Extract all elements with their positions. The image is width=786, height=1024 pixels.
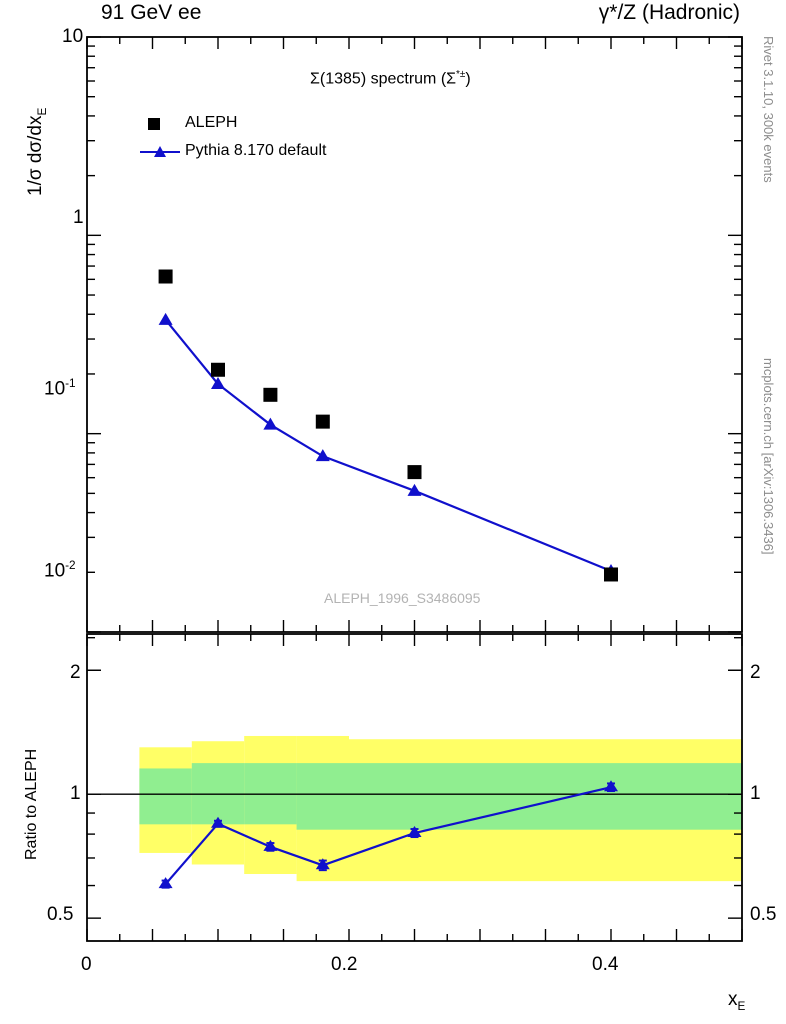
pythia-main-line xyxy=(164,319,612,573)
ratio-band-inner xyxy=(296,763,349,830)
main-ytick-1e-1-mantissa: 10 xyxy=(44,378,66,400)
ratio-band-inner xyxy=(349,763,480,830)
ratio-band-inner xyxy=(139,768,192,825)
pythia-main-marker xyxy=(263,417,278,430)
aleph-main-marker xyxy=(407,465,422,480)
ratio-ytick-2-left: 2 xyxy=(70,662,81,683)
ratio-band-inner xyxy=(480,763,742,830)
aleph-main-marker xyxy=(211,362,225,377)
main-ytick-1e-1: 10-1 xyxy=(44,377,76,400)
ratio-ytick-1-right: 1 xyxy=(750,783,761,804)
main-panel-frame xyxy=(86,36,743,633)
main-plot-title-sup: *± xyxy=(456,69,466,80)
aleph-main-marker xyxy=(315,414,330,429)
xtick-04: 0.4 xyxy=(592,954,619,975)
ratio-line xyxy=(164,786,612,885)
main-plot-title: Σ(1385) spectrum (Σ*±) xyxy=(310,70,471,87)
pythia-main-marker xyxy=(158,312,173,325)
dataset-watermark: ALEPH_1996_S3486095 xyxy=(324,590,481,606)
aleph-main-marker xyxy=(604,567,618,582)
main-plot-title-close: ) xyxy=(465,70,471,88)
ratio-marker xyxy=(158,877,173,889)
main-ytick-1: 1 xyxy=(73,207,84,228)
main-ytick-1e-2-mantissa: 10 xyxy=(44,560,66,582)
header-right-label: γ*/Z (Hadronic) xyxy=(598,1,740,24)
aleph-main-marker xyxy=(158,269,173,284)
xtick-0: 0 xyxy=(81,954,92,975)
ratio-ytick-1-left: 1 xyxy=(70,783,81,804)
legend-label-pythia: Pythia 8.170 default xyxy=(185,142,327,159)
xaxis-label-sub: E xyxy=(737,999,746,1013)
main-ytick-1e-1-exp: -1 xyxy=(65,377,76,390)
pythia-main-marker xyxy=(407,483,422,496)
pythia-main-marker xyxy=(315,449,330,462)
main-ytick-10: 10 xyxy=(62,26,84,47)
legend-label-aleph: ALEPH xyxy=(185,114,238,131)
ratio-marker xyxy=(604,780,618,792)
pythia-main-marker xyxy=(211,377,225,390)
ratio-marker xyxy=(211,816,225,828)
header-left-label: 91 GeV ee xyxy=(101,1,202,24)
generated-graphics xyxy=(86,36,743,942)
ratio-marker xyxy=(407,825,422,837)
legend-marker-square-icon xyxy=(148,118,160,130)
main-ytick-1e-2-exp: -2 xyxy=(65,559,76,572)
main-plot-title-text: Σ(1385) spectrum (Σ xyxy=(310,70,457,88)
ratio-ytick-05-right: 0.5 xyxy=(750,904,777,925)
ratio-ytick-2-right: 2 xyxy=(750,662,761,683)
xaxis-label-text: x xyxy=(728,989,738,1010)
ratio-marker xyxy=(315,858,330,870)
ratio-ytick-05-left: 0.5 xyxy=(47,904,74,925)
xtick-02: 0.2 xyxy=(331,954,358,975)
legend-marker-triangle-line-icon xyxy=(140,146,180,157)
main-ytick-1e-2: 10-2 xyxy=(44,559,76,582)
ratio-marker xyxy=(263,839,278,851)
xaxis-label: xE xyxy=(728,990,745,1013)
aleph-main-marker xyxy=(263,387,278,402)
